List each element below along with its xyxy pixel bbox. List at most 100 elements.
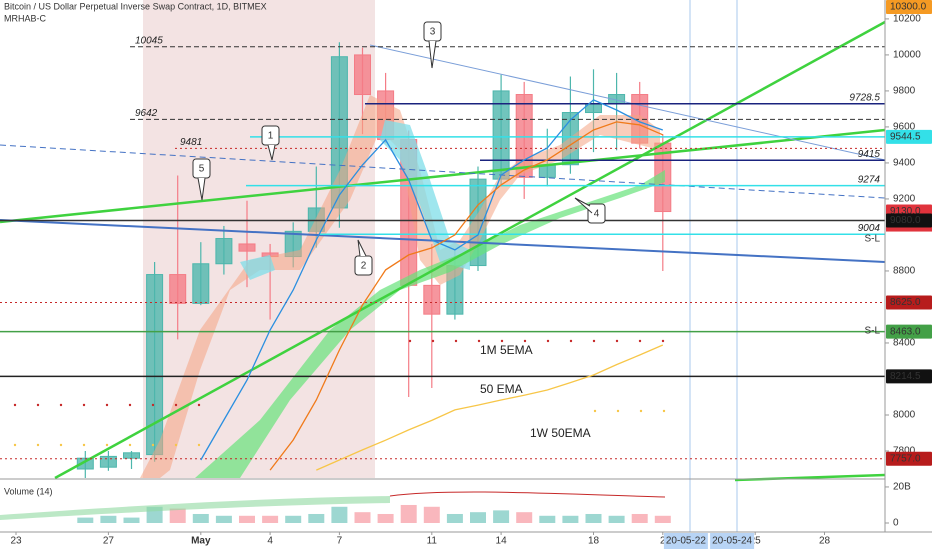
trend-line <box>54 20 886 480</box>
date-marker-label: 20-05-22 <box>666 536 706 547</box>
date-marker <box>663 533 708 549</box>
price-tag <box>886 0 932 14</box>
price-tag-label: 9130.0 <box>890 206 921 217</box>
trend-line <box>0 144 886 199</box>
price-tag-label: 9544.5 <box>890 132 921 143</box>
x-tick-label: 11 <box>427 536 438 547</box>
y-tick-label: 7800 <box>893 446 916 457</box>
indicator-dot <box>546 339 550 343</box>
annotation: 1M 5EMA <box>480 343 533 357</box>
indicator-dot <box>128 443 132 447</box>
annotation: S-L <box>864 326 880 337</box>
ema-ribbon <box>140 95 660 478</box>
price-tag-label: 10300.0 <box>890 2 927 13</box>
indicator-dot <box>569 339 573 343</box>
indicator-dot <box>105 443 109 447</box>
ema-line <box>269 121 664 471</box>
price-tag-label: 8214.5 <box>890 371 921 382</box>
volume-tick-label: 20B <box>893 482 911 493</box>
candle-body <box>76 457 94 470</box>
price-tag-label: 8625.0 <box>890 297 921 308</box>
indicator-dot <box>662 409 666 413</box>
indicator-dots <box>13 339 666 447</box>
y-tick-label: 9800 <box>893 86 916 97</box>
price-tag <box>886 324 932 339</box>
x-tick-label: 25 <box>750 536 762 547</box>
y-tick-label: 10000 <box>893 50 921 61</box>
volume-bar <box>77 517 94 523</box>
x-tick-label: 28 <box>819 536 831 547</box>
volume-bar <box>262 515 279 523</box>
volume-tick-label: 0 <box>893 518 899 529</box>
price-level-label: 10045 <box>135 35 163 46</box>
y-tick-label: 9200 <box>893 194 916 205</box>
price-tag <box>886 129 932 144</box>
y-tick-label: 8800 <box>893 266 916 277</box>
candle-body <box>123 452 140 459</box>
volume-bar <box>239 515 255 523</box>
indicator-dot <box>151 443 155 447</box>
y-tick-label: 8400 <box>893 338 916 349</box>
volume-bar <box>100 515 117 523</box>
trend-line <box>0 128 886 224</box>
x-tick-label: 2 <box>660 536 666 547</box>
indicator-dot <box>477 339 481 343</box>
volume-bar <box>215 515 232 523</box>
ema-ribbon <box>195 170 665 478</box>
x-tick-label: 14 <box>496 536 508 547</box>
candle-body <box>423 284 441 315</box>
candle-body <box>192 263 210 304</box>
indicator-dot <box>592 339 596 343</box>
volume-bar <box>585 513 602 523</box>
ema-ribbon <box>380 120 470 270</box>
indicator-dot <box>13 403 17 407</box>
price-tag-label: 9080.0 <box>890 215 921 226</box>
date-marker <box>710 533 755 549</box>
y-tick-label: 8000 <box>893 410 916 421</box>
annotation: 50 EMA <box>480 382 523 396</box>
price-level-label: 9004 <box>858 223 881 234</box>
callout-label: 3 <box>430 27 436 38</box>
indicator-dot <box>174 443 178 447</box>
callout: 2 <box>354 239 373 276</box>
volume-bar <box>539 515 556 523</box>
chart-subtitle: MRHAB-C <box>4 13 46 23</box>
volume-bar <box>331 506 348 523</box>
indicator-dot <box>639 409 643 413</box>
price-level-label: 9481 <box>180 137 202 148</box>
price-tag <box>886 213 932 228</box>
candle-body <box>238 243 256 252</box>
trend-line <box>0 219 886 263</box>
trend-line <box>369 44 886 161</box>
ema-line <box>316 344 664 471</box>
x-tick-label: May <box>191 536 211 547</box>
volume-bar <box>608 515 625 523</box>
indicator-dot <box>82 403 86 407</box>
indicator-dot <box>523 339 527 343</box>
volume-bar <box>423 506 440 523</box>
candle-body <box>354 54 371 96</box>
indicator-dot <box>454 339 458 343</box>
annotation: S-L <box>864 234 880 245</box>
price-tag <box>886 369 932 384</box>
x-tick-label: 23 <box>10 536 22 547</box>
indicator-dot <box>36 403 40 407</box>
price-tag-label: 7757.0 <box>890 453 921 464</box>
volume-bar <box>562 515 579 523</box>
indicator-dot <box>593 409 597 413</box>
indicator-dot <box>197 403 201 407</box>
candle-body <box>215 238 233 265</box>
date-marker-label: 20-05-24 <box>712 536 752 547</box>
volume-bar <box>470 512 486 523</box>
price-level-label: 9642 <box>135 108 158 119</box>
indicator-dot <box>500 339 504 343</box>
callout: 4 <box>574 197 606 224</box>
volume-bar <box>192 513 209 523</box>
callout: 3 <box>423 21 442 69</box>
volume-bar <box>631 513 648 523</box>
chart-title: Bitcoin / US Dollar Perpetual Inverse Sw… <box>4 1 267 11</box>
price-level-label: 9415 <box>858 149 881 160</box>
indicator-dot <box>408 339 412 343</box>
volume-bar <box>654 515 671 523</box>
